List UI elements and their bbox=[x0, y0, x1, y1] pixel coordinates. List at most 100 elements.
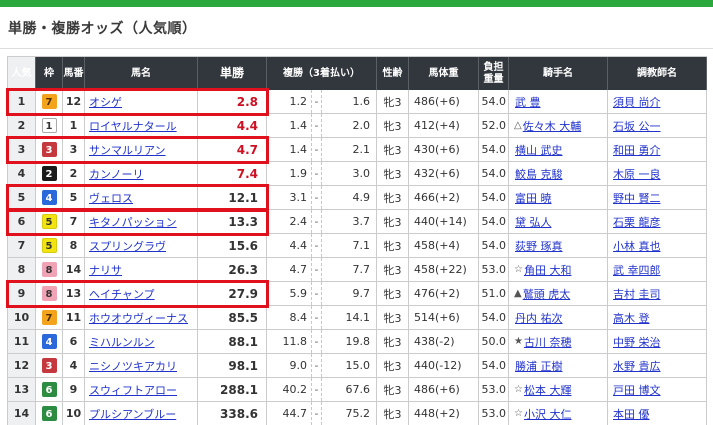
trainer-link[interactable]: 高木 登 bbox=[613, 311, 650, 325]
horse-weight-cell: 476(+2) bbox=[409, 282, 479, 305]
table-row: 9 8 13 ヘイチャンプ 27.9 5.9 - 9.7 牝3 476(+2) … bbox=[6, 280, 707, 308]
frame-cell: 7 bbox=[36, 90, 63, 113]
trainer-link[interactable]: 野中 賢二 bbox=[613, 191, 661, 205]
horse-name-cell: プルシアンブルー bbox=[85, 402, 198, 425]
horse-name-link[interactable]: ホウオウヴィーナス bbox=[89, 311, 188, 325]
horse-name-link[interactable]: ヘイチャンプ bbox=[89, 287, 155, 301]
trainer-link[interactable]: 石坂 公一 bbox=[613, 119, 661, 133]
table-row: 1 7 12 オシゲ 2.8 1.2 - 1.6 牝3 486(+6) 54.0… bbox=[6, 88, 707, 116]
horse-name-cell: ミハルンルン bbox=[85, 330, 198, 353]
horse-name-link[interactable]: カンノーリ bbox=[89, 167, 144, 181]
jockey-link[interactable]: 鮫島 克駿 bbox=[515, 167, 563, 181]
header-load-weight: 負担重量 bbox=[479, 57, 509, 90]
place-odds-max-cell: 67.6 bbox=[322, 378, 377, 401]
rank-cell: 12 bbox=[8, 354, 36, 377]
horse-name-link[interactable]: オシゲ bbox=[89, 95, 122, 109]
horse-name-cell: スウィフトアロー bbox=[85, 378, 198, 401]
place-odds-min-cell: 1.9 bbox=[267, 162, 312, 185]
trainer-cell: 本田 優 bbox=[608, 402, 707, 425]
table-header-row: 人気 枠 馬番 馬名 単勝 複勝（3着払い） 性齢 馬体重 負担重量 騎手名 調… bbox=[8, 57, 707, 90]
horse-name-cell: カンノーリ bbox=[85, 162, 198, 185]
load-weight-cell: 54.0 bbox=[479, 138, 509, 161]
frame-badge: 5 bbox=[41, 238, 57, 253]
rank-cell: 4 bbox=[8, 162, 36, 185]
trainer-link[interactable]: 中野 栄治 bbox=[613, 335, 661, 349]
sex-age-cell: 牝3 bbox=[377, 186, 409, 209]
trainer-link[interactable]: 和田 勇介 bbox=[613, 143, 661, 157]
table-row: 2 1 1 ロイヤルナタール 4.4 1.4 - 2.0 牝3 412(+4) … bbox=[8, 114, 707, 138]
place-odds-max-cell: 1.6 bbox=[322, 90, 377, 113]
jockey-link[interactable]: 勝浦 正樹 bbox=[515, 359, 563, 373]
horse-name-link[interactable]: スウィフトアロー bbox=[89, 383, 177, 397]
trainer-link[interactable]: 戸田 博文 bbox=[613, 383, 661, 397]
header-win-odds: 単勝 bbox=[198, 57, 267, 90]
horse-name-link[interactable]: プルシアンブルー bbox=[89, 407, 177, 421]
frame-cell: 1 bbox=[36, 114, 63, 137]
horse-name-link[interactable]: スプリングラヴ bbox=[89, 239, 166, 253]
horse-name-link[interactable]: ロイヤルナタール bbox=[89, 119, 177, 133]
load-weight-cell: 53.0 bbox=[479, 402, 509, 425]
horse-number-cell: 5 bbox=[63, 186, 85, 209]
frame-badge: 8 bbox=[41, 286, 57, 301]
trainer-link[interactable]: 武 幸四郎 bbox=[613, 263, 661, 277]
win-odds-cell: 12.1 bbox=[198, 186, 267, 209]
table-body: 1 7 12 オシゲ 2.8 1.2 - 1.6 牝3 486(+6) 54.0… bbox=[6, 88, 707, 425]
trainer-link[interactable]: 小林 真也 bbox=[613, 239, 661, 253]
horse-name-link[interactable]: キタノパッション bbox=[89, 215, 177, 229]
horse-name-link[interactable]: ナリサ bbox=[89, 263, 122, 277]
horse-name-link[interactable]: サンマルリアン bbox=[89, 143, 166, 157]
table-row: 13 6 9 スウィフトアロー 288.1 40.2 - 67.6 牝3 486… bbox=[8, 378, 707, 402]
place-odds-min-cell: 9.0 bbox=[267, 354, 312, 377]
horse-name-cell: キタノパッション bbox=[85, 210, 198, 233]
page-title: 単勝・複勝オッズ（人気順） bbox=[8, 21, 197, 37]
trainer-cell: 和田 勇介 bbox=[608, 138, 707, 161]
trainer-link[interactable]: 木原 一良 bbox=[613, 167, 661, 181]
rank-cell: 8 bbox=[8, 258, 36, 281]
jockey-link[interactable]: 黛 弘人 bbox=[515, 215, 552, 229]
jockey-link[interactable]: 荻野 琢真 bbox=[515, 239, 563, 253]
jockey-link[interactable]: 横山 武史 bbox=[515, 143, 563, 157]
horse-number-cell: 6 bbox=[63, 330, 85, 353]
place-odds-max-cell: 75.2 bbox=[322, 402, 377, 425]
trainer-link[interactable]: 水野 貴広 bbox=[613, 359, 661, 373]
jockey-link[interactable]: 小沢 大仁 bbox=[523, 407, 572, 421]
trainer-cell: 吉村 圭司 bbox=[608, 282, 707, 305]
horse-number-cell: 1 bbox=[63, 114, 85, 137]
place-odds-min-cell: 1.2 bbox=[267, 90, 312, 113]
win-odds-cell: 27.9 bbox=[198, 282, 267, 305]
jockey-link[interactable]: 角田 大和 bbox=[523, 263, 572, 277]
header-horse-weight: 馬体重 bbox=[409, 57, 479, 90]
place-odds-max-cell: 7.1 bbox=[322, 234, 377, 257]
jockey-cell: △ 佐々木 大輔 bbox=[509, 114, 608, 137]
horse-weight-cell: 412(+4) bbox=[409, 114, 479, 137]
jockey-link[interactable]: 古川 奈穂 bbox=[523, 335, 572, 349]
jockey-link[interactable]: 松本 大輝 bbox=[523, 383, 572, 397]
place-odds-max-cell: 3.7 bbox=[322, 210, 377, 233]
load-weight-cell: 54.0 bbox=[479, 354, 509, 377]
jockey-link[interactable]: 富田 暁 bbox=[515, 191, 552, 205]
horse-number-cell: 4 bbox=[63, 354, 85, 377]
trainer-link[interactable]: 吉村 圭司 bbox=[613, 287, 661, 301]
horse-weight-cell: 440(-12) bbox=[409, 354, 479, 377]
sex-age-cell: 牝3 bbox=[377, 90, 409, 113]
horse-weight-cell: 448(+2) bbox=[409, 402, 479, 425]
jockey-link[interactable]: 鷲頭 虎太 bbox=[522, 287, 571, 301]
sex-age-cell: 牝3 bbox=[377, 162, 409, 185]
win-odds-cell: 7.4 bbox=[198, 162, 267, 185]
trainer-link[interactable]: 石栗 龍彦 bbox=[613, 215, 661, 229]
horse-name-link[interactable]: ヴェロス bbox=[89, 191, 133, 205]
horse-name-link[interactable]: ミハルンルン bbox=[89, 335, 155, 349]
trainer-link[interactable]: 本田 優 bbox=[613, 407, 650, 421]
jockey-link[interactable]: 佐々木 大輔 bbox=[522, 119, 582, 133]
rank-cell: 2 bbox=[8, 114, 36, 137]
trainer-link[interactable]: 須貝 尚介 bbox=[613, 95, 661, 109]
frame-badge: 1 bbox=[41, 118, 57, 133]
jockey-link[interactable]: 武 豊 bbox=[515, 95, 541, 109]
sex-age-cell: 牝3 bbox=[377, 306, 409, 329]
jockey-link[interactable]: 丹内 祐次 bbox=[515, 311, 563, 325]
win-odds-cell: 88.1 bbox=[198, 330, 267, 353]
jockey-apprentice-mark: ☆ bbox=[514, 408, 523, 419]
horse-name-link[interactable]: ニシノツキアカリ bbox=[89, 359, 177, 373]
sex-age-cell: 牝3 bbox=[377, 138, 409, 161]
place-odds-min-cell: 2.4 bbox=[267, 210, 312, 233]
